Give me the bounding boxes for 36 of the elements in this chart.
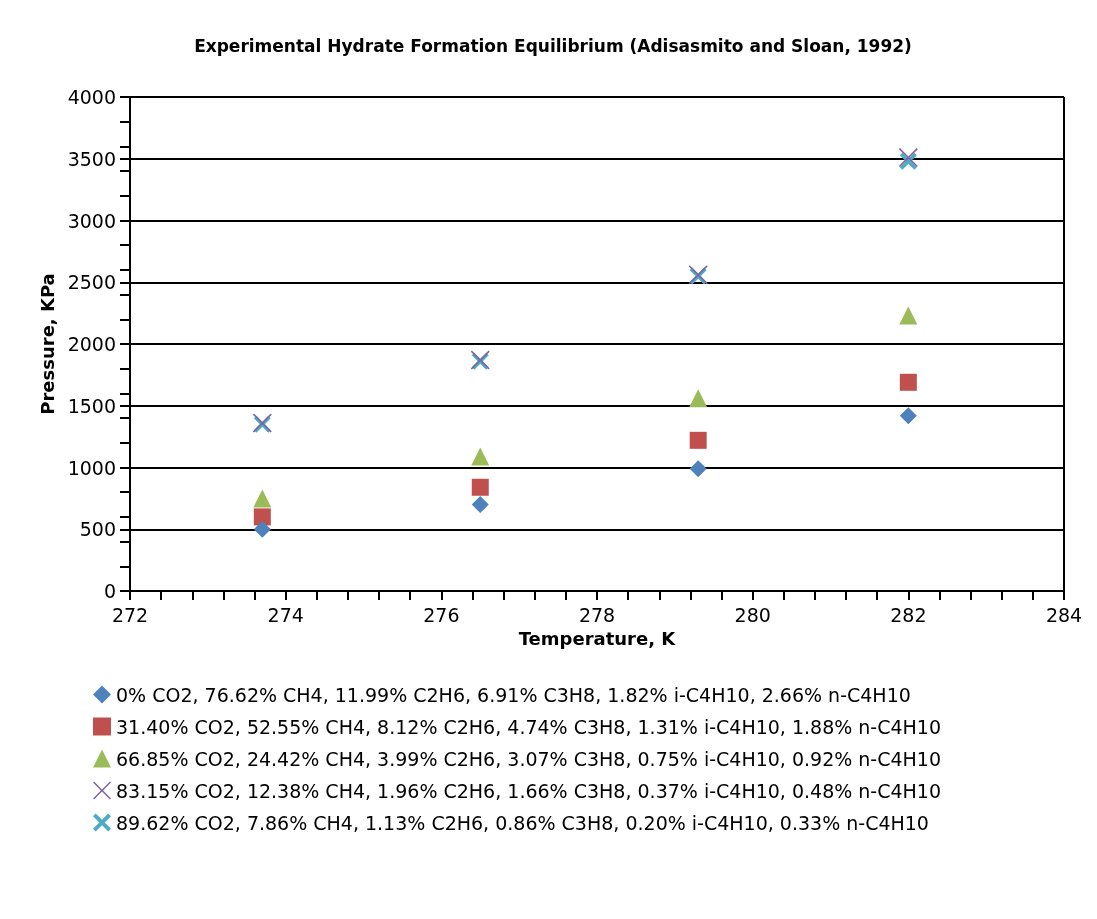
y-tick-label: 1000 (67, 456, 116, 479)
y-tick-label: 3500 (67, 147, 116, 170)
y-tick-label: 2000 (67, 333, 116, 355)
x-tick-label: 282 (890, 603, 927, 626)
y-tick-label: 1500 (67, 394, 116, 417)
x-tick-label: 284 (1045, 603, 1083, 626)
point (689, 431, 707, 449)
legend-label: 89.62% CO2, 7.86% CH4, 1.13% C2H6, 0.86% C3H8, 0.20% i-C4H10, 0.33% n-C4H10 (116, 811, 929, 834)
x-tick-label: 278 (578, 603, 616, 626)
legend-label: 0% CO2, 76.62% CH4, 11.99% C2H6, 6.91% C3H8, 1.82% i-C4H10, 2.66% n-C4H10 (116, 683, 911, 706)
x-tick-label: 274 (267, 603, 304, 626)
point (899, 407, 917, 425)
point (471, 478, 489, 496)
y-tick-label: 0 (103, 580, 116, 602)
x-tick-label: 272 (111, 603, 149, 626)
point (253, 508, 271, 526)
y-tick-label: 500 (79, 518, 116, 541)
point (471, 496, 489, 514)
point (899, 373, 917, 391)
point (899, 306, 918, 325)
legend-label: 31.40% CO2, 52.55% CH4, 8.12% C2H6, 4.74% C3H8, 1.31% i-C4H10, 1.88% n-C4H10 (116, 715, 942, 738)
x-tick-label: 280 (734, 603, 771, 626)
legend-label: 83.15% CO2, 12.38% CH4, 1.96% C2H6, 1.66% C3H8, 0.37% i-C4H10, 0.48% n-C4H10 (116, 779, 942, 802)
y-tick-label: 2500 (67, 271, 116, 294)
chart-title: Experimental Hydrate Formation Equilibrium (Adisasmito and Sloan, 1992) (194, 35, 912, 56)
legend-label: 66.85% CO2, 24.42% CH4, 3.99% C2H6, 3.07% C3H8, 0.75% i-C4H10, 0.92% n-C4H10 (116, 747, 942, 770)
y-axis-title: Pressure, KPa (37, 273, 59, 415)
point (689, 460, 707, 478)
y-tick-label: 4000 (67, 86, 116, 108)
point (689, 389, 708, 408)
x-tick-label: 276 (423, 603, 460, 626)
point (253, 489, 272, 508)
point (471, 447, 490, 466)
x-axis-title: Temperature, K (518, 627, 677, 649)
point (253, 520, 271, 538)
y-tick-label: 3000 (67, 209, 116, 232)
